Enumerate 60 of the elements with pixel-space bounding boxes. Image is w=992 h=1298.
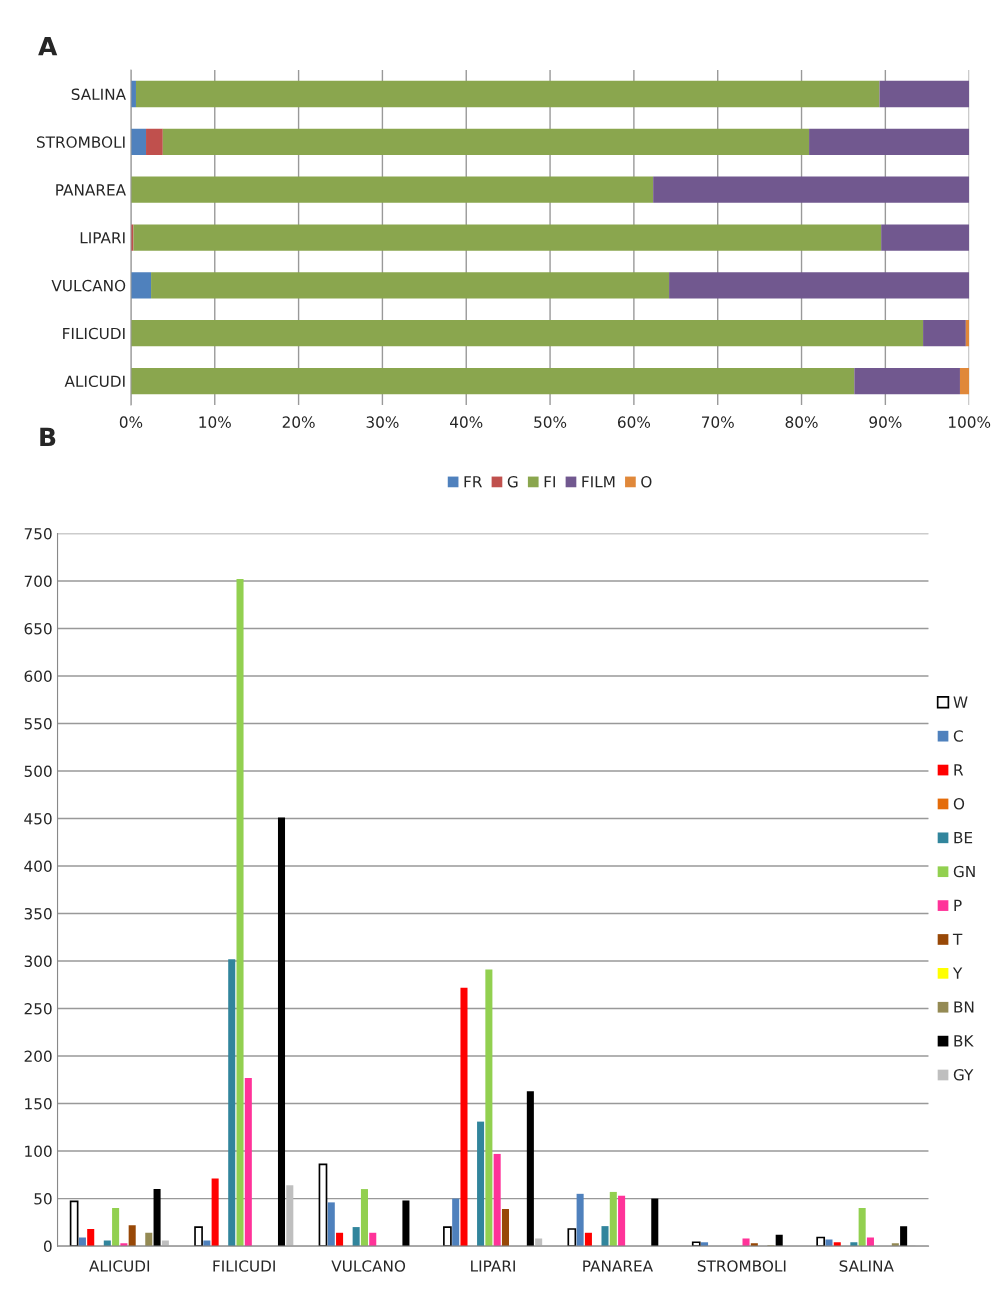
x-tick-label: 60% — [617, 416, 651, 428]
legend-label: C — [953, 730, 963, 742]
chart-title: A — [38, 37, 58, 56]
legend-label: G — [507, 475, 518, 488]
x-tick-label: FILICUDI — [213, 1260, 275, 1272]
y-tick-label: 700 — [24, 575, 52, 588]
x-tick-label: 10% — [199, 416, 231, 428]
legend-label: FR — [464, 476, 482, 488]
x-tick-label: STROMBOLI — [697, 1260, 786, 1272]
legend-label: FILM — [582, 476, 615, 488]
y-tick-label: 450 — [24, 812, 52, 825]
y-tick-label: ALICUDI — [64, 375, 125, 388]
y-tick-label: FILICUDI — [63, 327, 125, 340]
x-tick-label: 40% — [450, 416, 483, 428]
x-tick-label: 80% — [785, 416, 818, 428]
y-tick-label: 600 — [24, 670, 52, 683]
x-tick-label: SALINA — [839, 1260, 894, 1272]
legend-label: P — [954, 899, 962, 911]
y-tick-label: 750 — [24, 527, 52, 540]
y-tick-label: 350 — [24, 908, 52, 920]
legend-label: BN — [954, 1001, 974, 1013]
y-tick-label: 400 — [24, 860, 52, 873]
y-tick-label: 150 — [25, 1098, 52, 1110]
y-tick-label: LIPARI — [80, 232, 125, 244]
legend-label: BK — [954, 1035, 974, 1047]
legend-label: GY — [953, 1069, 974, 1081]
y-tick-label: 550 — [24, 717, 52, 730]
x-tick-label: ALICUDI — [89, 1260, 150, 1272]
x-tick-label: 50% — [534, 416, 567, 428]
chart-title: B — [40, 427, 56, 447]
y-tick-label: PANAREA — [56, 184, 126, 196]
y-tick-label: 200 — [24, 1050, 52, 1063]
legend-label: BE — [954, 832, 973, 844]
y-tick-label: 0 — [43, 1240, 52, 1253]
y-tick-label: 250 — [24, 1003, 52, 1015]
y-tick-label: SALINA — [71, 88, 126, 101]
x-tick-label: 70% — [701, 416, 734, 428]
x-tick-label: 90% — [869, 416, 902, 428]
legend-label: Y — [952, 967, 963, 979]
legend-label: R — [954, 764, 964, 776]
y-tick-label: 50 — [34, 1193, 52, 1205]
y-tick-label: 100 — [25, 1145, 52, 1158]
x-tick-label: 30% — [366, 416, 399, 428]
y-tick-label: 300 — [24, 955, 52, 968]
x-tick-label: 20% — [282, 416, 315, 428]
x-tick-label: 0% — [119, 416, 143, 428]
x-tick-label: PANAREA — [583, 1260, 653, 1272]
legend-label: GN — [953, 865, 975, 878]
y-tick-label: VULCANO — [51, 279, 126, 292]
legend-label: O — [953, 797, 965, 810]
legend-label: O — [641, 475, 652, 488]
x-tick-label: 100% — [949, 416, 991, 428]
legend-label: W — [953, 696, 968, 708]
x-tick-label: LIPARI — [471, 1260, 515, 1272]
legend-label: FI — [544, 476, 555, 488]
y-tick-label: 650 — [24, 622, 52, 635]
legend-label: T — [952, 933, 963, 945]
x-tick-label: VULCANO — [331, 1260, 406, 1272]
y-tick-label: STROMBOLI — [36, 136, 125, 148]
y-tick-label: 500 — [24, 765, 52, 778]
